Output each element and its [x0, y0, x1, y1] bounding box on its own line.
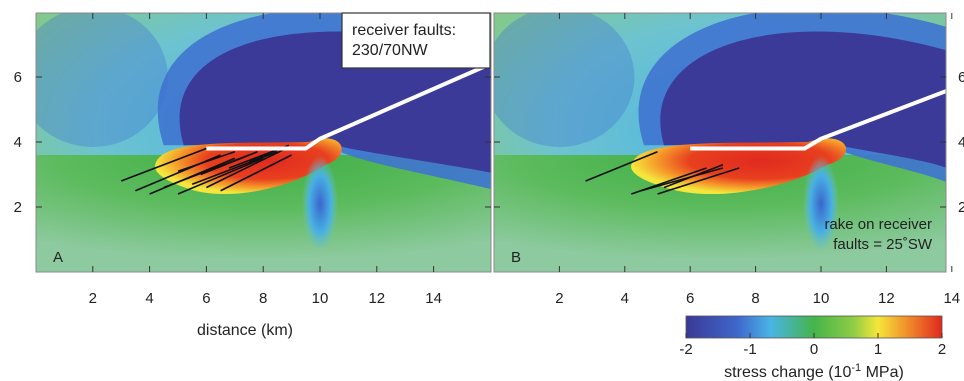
colorbar-label: stress change (10-1 MPa): [724, 362, 904, 381]
y-tick-label-right: 4: [958, 134, 964, 151]
colorbar-tick-label: 0: [810, 341, 818, 358]
colorbar-tick-label: 2: [938, 341, 946, 358]
x-tick-label: 6: [202, 290, 210, 307]
main-fault-line: [206, 62, 491, 151]
x-tick-label: 10: [312, 290, 329, 307]
field-upper-left-lobe: [494, 13, 635, 147]
x-tick-label: 12: [368, 290, 385, 307]
x-tick-label: 8: [259, 290, 267, 307]
annotation-line: receiver faults:: [352, 22, 456, 39]
x-tick-label: 14: [425, 290, 442, 307]
aftershock-fault-line: [191, 151, 278, 185]
aftershock-fault-line: [585, 151, 658, 182]
aftershock-fault-line: [640, 167, 724, 192]
field-negative-lobe-tip: [803, 155, 839, 252]
aftershock-fault-line: [663, 164, 724, 189]
colorbar-tick-label: -1: [743, 341, 756, 358]
aftershock-fault-line: [177, 157, 264, 195]
field-negative-core: [660, 31, 946, 168]
annotation-line: faults = 25˚SW: [833, 236, 933, 253]
x-tick-label: 6: [686, 290, 694, 307]
aftershock-fault-line: [200, 151, 258, 176]
x-tick-label: 4: [621, 290, 629, 307]
colorbar-tick-label: 1: [874, 341, 882, 358]
panel-label: B: [511, 249, 521, 266]
y-tick-label-right: 2: [958, 199, 964, 216]
panel-label: A: [53, 249, 63, 266]
colorbar-label-main: stress change (10: [724, 364, 851, 381]
annotation-line: rake on receiver: [824, 216, 932, 233]
aftershock-fault-line: [220, 154, 292, 192]
x-tick-label: 4: [145, 290, 153, 307]
y-tick-label: 4: [14, 134, 22, 151]
x-tick-label: 14: [943, 290, 960, 307]
colorbar-tick-label: -2: [679, 341, 692, 358]
x-tick-label: 2: [555, 290, 563, 307]
y-tick-label: 6: [14, 69, 22, 86]
y-tick-label: 2: [14, 199, 22, 216]
annotation-line: 230/70NW: [352, 42, 428, 59]
heatmap-field: [494, 13, 946, 272]
aftershock-fault-line: [120, 147, 207, 182]
x-tick-label: 2: [89, 290, 97, 307]
main-fault-line: [690, 88, 946, 151]
x-tick-label: 12: [878, 290, 895, 307]
colorbar-label-exponent: -1: [851, 362, 861, 374]
colorbar-label-suffix: MPa): [861, 364, 904, 381]
aftershock-fault-line: [177, 150, 236, 173]
field-negative-lobe-tip: [302, 155, 338, 252]
x-axis-label: distance (km): [197, 322, 293, 339]
aftershock-fault-line: [206, 147, 287, 189]
x-tick-label: 10: [813, 290, 830, 307]
aftershock-fault-line: [657, 167, 740, 195]
y-tick-label-right: 6: [958, 69, 964, 86]
field-upper-left-lobe: [36, 13, 168, 147]
annotation-box: [341, 12, 491, 69]
x-tick-label: 8: [751, 290, 759, 307]
